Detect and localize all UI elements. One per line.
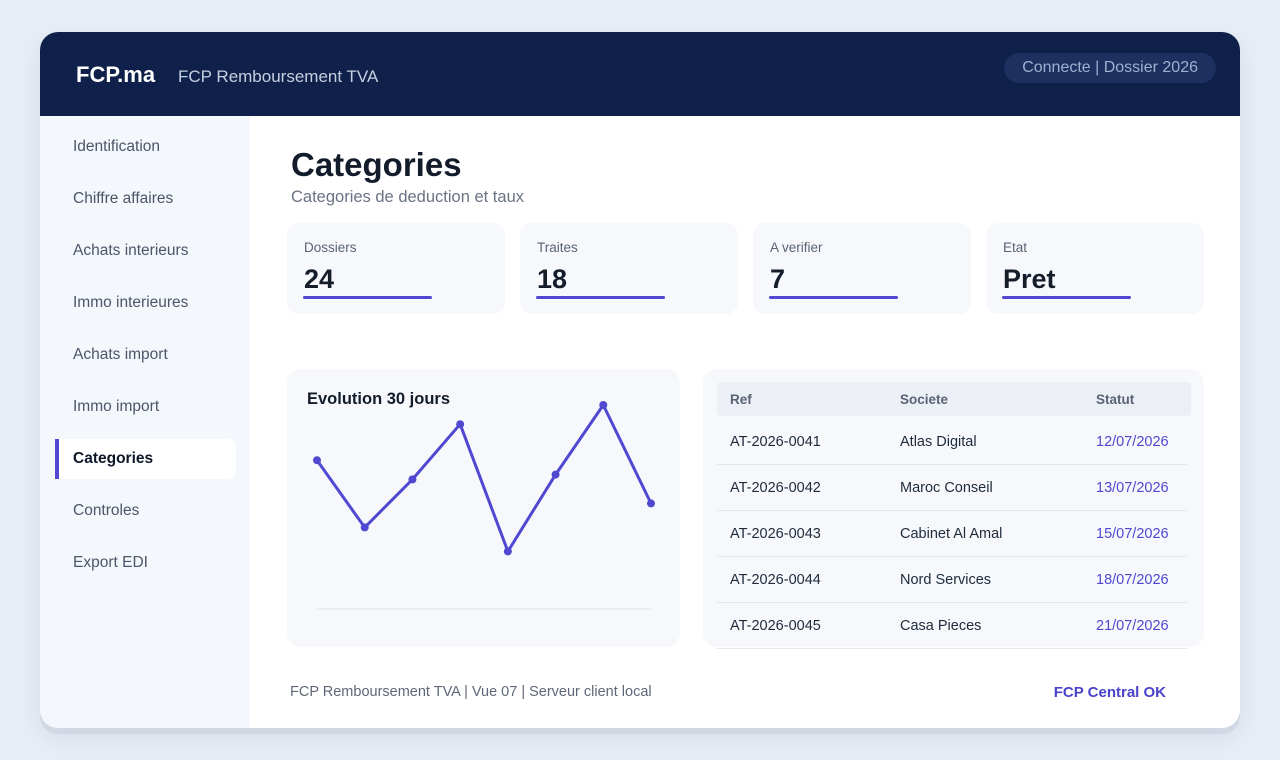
table-row[interactable]: AT-2026-0042 Maroc Conseil 13/07/2026 <box>717 465 1187 511</box>
data-point[interactable] <box>503 547 512 556</box>
kpi-accent-bar <box>536 296 665 299</box>
data-point[interactable] <box>647 499 655 508</box>
cell-ref: AT-2026-0042 <box>730 480 821 496</box>
kpi-accent-bar <box>769 296 898 299</box>
main-content: Categories Categories de deduction et ta… <box>250 116 1240 728</box>
kpi-value: 7 <box>770 264 786 294</box>
sidebar-item-achats-interieurs[interactable]: Achats interieurs <box>73 242 189 259</box>
kpi-label: Traites <box>537 240 578 255</box>
kpi-label: Etat <box>1003 240 1028 255</box>
cell-societe: Nord Services <box>900 572 992 588</box>
data-point[interactable] <box>408 475 417 484</box>
app-window: FCP.ma FCP Remboursement TVA Connecte | … <box>40 32 1240 728</box>
top-bar: FCP.ma FCP Remboursement TVA Connecte | … <box>40 32 1240 116</box>
sidebar-item-export-edi[interactable]: Export EDI <box>73 554 148 571</box>
table-row[interactable]: AT-2026-0041 Atlas Digital 12/07/2026 <box>717 419 1187 465</box>
sidebar-item-immo-import[interactable]: Immo import <box>73 398 160 415</box>
page-subtitle: Categories de deduction et taux <box>291 188 524 206</box>
cell-ref: AT-2026-0045 <box>730 618 821 634</box>
kpi-value: Pret <box>1003 264 1056 294</box>
kpi-card-traites: Traites 18 <box>520 223 738 314</box>
data-point[interactable] <box>456 420 465 429</box>
cell-ref: AT-2026-0043 <box>730 526 821 542</box>
sidebar-item-immo-interieures[interactable]: Immo interieures <box>73 294 189 311</box>
page-title: Categories <box>291 146 462 183</box>
kpi-card-a-verifier: A verifier 7 <box>753 223 971 314</box>
table-row[interactable]: AT-2026-0044 Nord Services 18/07/2026 <box>717 557 1187 603</box>
table-row[interactable]: AT-2026-0045 Casa Pieces 21/07/2026 <box>717 603 1187 649</box>
footer-info: FCP Remboursement TVA | Vue 07 | Serveur… <box>290 684 652 700</box>
cell-societe: Atlas Digital <box>900 434 977 450</box>
cell-statut: 18/07/2026 <box>1096 572 1169 588</box>
brand-logo[interactable]: FCP.ma <box>76 62 156 87</box>
cell-ref: AT-2026-0041 <box>730 434 821 450</box>
sidebar: Identification Chiffre affaires Achats i… <box>40 116 250 728</box>
kpi-value: 24 <box>304 264 335 294</box>
column-header-societe[interactable]: Societe <box>900 392 949 407</box>
session-badge: Connecte | Dossier 2026 <box>1004 53 1216 83</box>
chart-title: Evolution 30 jours <box>307 390 451 408</box>
footer-status-link[interactable]: FCP Central OK <box>1053 684 1166 701</box>
sidebar-item-categories[interactable]: Categories <box>55 439 236 479</box>
sidebar-item-achats-import[interactable]: Achats import <box>73 346 168 363</box>
column-header-ref[interactable]: Ref <box>730 392 752 407</box>
cell-statut: 15/07/2026 <box>1096 526 1169 542</box>
app-name: FCP Remboursement TVA <box>178 67 379 86</box>
data-point[interactable] <box>599 401 608 409</box>
data-point[interactable] <box>360 523 369 532</box>
cell-statut: 12/07/2026 <box>1096 434 1169 450</box>
data-table: Ref Societe Statut AT-2026-0041 Atlas Di… <box>703 369 1204 649</box>
kpi-accent-bar <box>303 296 432 299</box>
cell-societe: Casa Pieces <box>900 618 982 634</box>
cell-statut: 21/07/2026 <box>1096 618 1169 634</box>
column-header-statut[interactable]: Statut <box>1096 392 1135 407</box>
kpi-value: 18 <box>537 264 568 294</box>
series-line <box>315 403 653 553</box>
cell-ref: AT-2026-0044 <box>730 572 821 588</box>
line-chart <box>313 401 655 610</box>
chart-card: Evolution 30 jours <box>287 369 680 647</box>
table-row[interactable]: AT-2026-0043 Cabinet Al Amal 15/07/2026 <box>717 511 1187 557</box>
data-point[interactable] <box>551 470 560 479</box>
table-header: Ref Societe Statut <box>717 382 1191 416</box>
kpi-label: A verifier <box>770 240 823 255</box>
cell-societe: Cabinet Al Amal <box>900 526 1003 542</box>
cell-statut: 13/07/2026 <box>1096 480 1169 496</box>
kpi-accent-bar <box>1002 296 1131 299</box>
data-point[interactable] <box>313 456 321 465</box>
sidebar-item-chiffre-affaires[interactable]: Chiffre affaires <box>73 190 174 207</box>
cell-societe: Maroc Conseil <box>900 480 993 496</box>
kpi-card-etat: Etat Pret <box>986 223 1204 314</box>
sidebar-item-identification[interactable]: Identification <box>73 138 161 155</box>
sidebar-item-controles[interactable]: Controles <box>73 502 140 519</box>
kpi-card-dossiers: Dossiers 24 <box>287 223 505 314</box>
kpi-label: Dossiers <box>304 240 357 255</box>
